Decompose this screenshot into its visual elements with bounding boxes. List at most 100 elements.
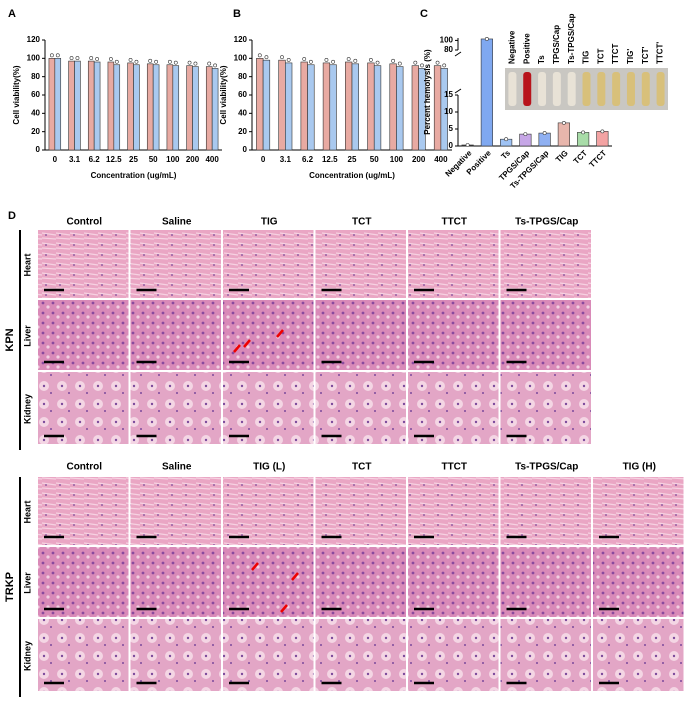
x-tick-label: 100: [390, 155, 404, 164]
axis-break: [454, 88, 462, 94]
tube: [538, 72, 547, 106]
histology-image: [38, 547, 129, 617]
tube: [567, 72, 576, 106]
bar: [166, 64, 174, 151]
arrow: [251, 562, 259, 571]
data-point: [542, 131, 547, 135]
histology-image: [38, 619, 129, 691]
y-tick-label: 5: [449, 124, 454, 133]
bar: [256, 58, 264, 151]
x-tick-label: 100: [166, 155, 180, 164]
column-label: TCT: [352, 462, 371, 473]
histology-image: [223, 547, 314, 617]
data-point: [368, 58, 373, 62]
y-tick-label: 80: [238, 72, 247, 81]
x-tick-label: TIG: [554, 149, 570, 165]
data-point: [353, 58, 358, 63]
y-tick-label: 100: [234, 53, 248, 62]
data-point: [435, 60, 440, 65]
data-point: [561, 120, 566, 125]
data-point: [55, 53, 60, 58]
bar: [433, 65, 442, 151]
bar: [418, 68, 426, 151]
data-point: [391, 58, 396, 63]
histology-image: [38, 372, 129, 444]
data-point: [89, 56, 94, 60]
bar: [480, 38, 493, 147]
x-tick-label: 0: [53, 155, 58, 164]
row-label: Kidney: [22, 641, 32, 671]
histology-image: [408, 300, 499, 370]
x-tick-label: 12.5: [322, 155, 338, 164]
y-tick-label: 20: [31, 127, 40, 136]
data-point: [95, 57, 100, 61]
tube: [508, 72, 517, 106]
data-point: [308, 59, 313, 64]
x-tick-label: 25: [129, 155, 138, 164]
data-point: [114, 59, 119, 64]
bar: [307, 64, 315, 151]
bar: [127, 62, 134, 151]
bar: [300, 61, 308, 151]
data-point: [128, 58, 133, 62]
bar: [351, 63, 359, 151]
histology-image: [315, 300, 406, 370]
bar: [367, 62, 375, 151]
histology-image: [593, 547, 684, 617]
data-point: [167, 59, 172, 64]
y-tick-label: 120: [27, 35, 41, 44]
row-label: Kidney: [22, 394, 32, 424]
bar: [211, 68, 219, 151]
bar: [411, 65, 419, 151]
y-tick-label: 40: [238, 108, 247, 117]
bar: [262, 59, 271, 151]
arrow: [280, 604, 288, 613]
arrow: [291, 572, 299, 581]
data-point: [346, 57, 351, 61]
tube: [552, 72, 561, 106]
column-label: Saline: [162, 462, 192, 473]
histology-image: [593, 477, 684, 545]
histology-image: [223, 477, 314, 545]
x-tick-label: 12.5: [106, 155, 122, 164]
y-tick-label: 20: [238, 127, 247, 136]
y-tick-label: 0: [449, 141, 454, 150]
bar: [93, 61, 101, 151]
bar: [74, 60, 81, 151]
histology-image: [130, 372, 221, 444]
panel-label: D: [8, 210, 16, 222]
x-tick-label: 25: [348, 155, 357, 164]
bar: [48, 58, 56, 151]
y-tick-label: 0: [36, 145, 41, 154]
histology-image: [408, 619, 499, 691]
x-tick-label: 200: [186, 155, 200, 164]
histology-image: [130, 300, 221, 370]
bar: [322, 62, 331, 151]
y-tick-label: 60: [238, 90, 247, 99]
tube: [612, 72, 621, 106]
histology-image: [38, 230, 129, 298]
data-point: [148, 58, 153, 63]
column-label: TTCT: [441, 462, 467, 473]
y-tick-label: 0: [243, 145, 248, 154]
histology-image: [593, 619, 684, 691]
data-point: [280, 55, 284, 60]
panel-label: C: [420, 8, 428, 20]
y-tick-label: 100: [440, 36, 454, 45]
data-point: [581, 130, 586, 135]
y-tick-label: 80: [444, 45, 453, 54]
data-point: [108, 57, 113, 61]
bar: [87, 60, 95, 151]
bar: [557, 122, 570, 147]
y-tick-label: 100: [27, 53, 41, 62]
tube-label: Negative: [508, 30, 517, 64]
bar: [329, 64, 337, 151]
bar: [68, 60, 75, 151]
bar: [538, 132, 551, 147]
bar: [285, 62, 293, 151]
bar: [54, 58, 62, 151]
y-tick-label: 120: [234, 35, 248, 44]
row-label: Heart: [22, 500, 32, 523]
y-tick-label: 60: [31, 90, 40, 99]
